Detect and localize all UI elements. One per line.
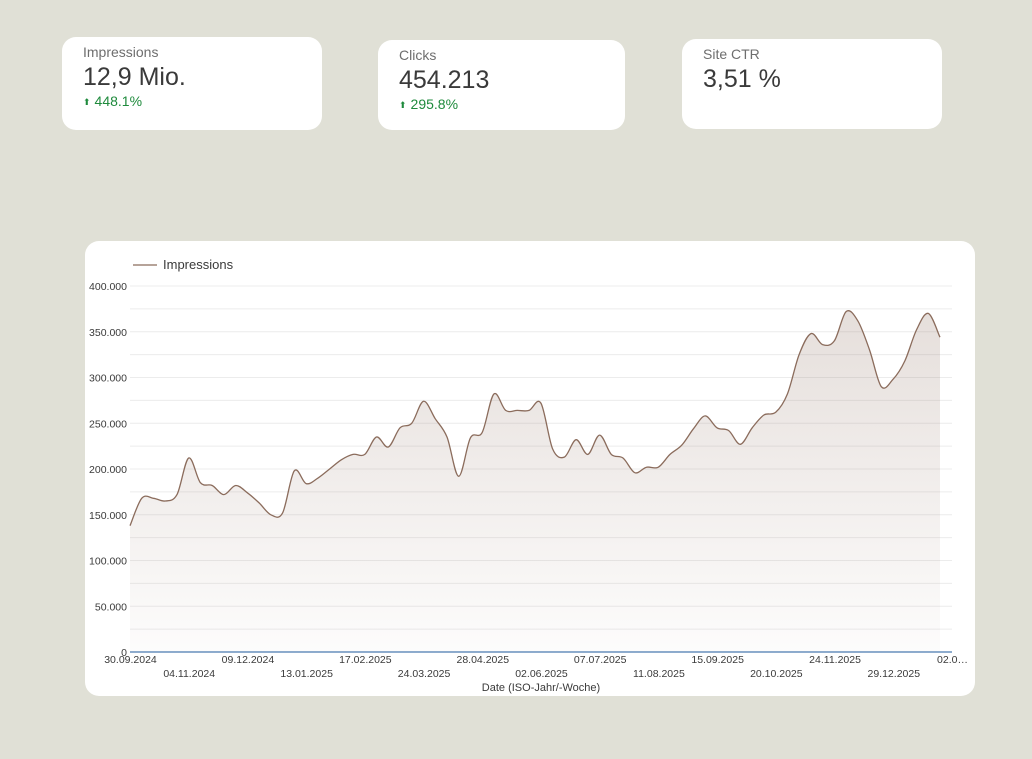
x-tick-label: 07.07.2025	[574, 654, 627, 666]
kpi-value: 3,51 %	[703, 65, 781, 93]
impressions-chart: 0 50.000 100.000 150.000 200.000 250.000 300.0…	[89, 257, 968, 694]
y-tick-label: 0	[121, 647, 127, 659]
kpi-label: Impressions	[83, 44, 159, 60]
x-tick-label: 04.11.2024	[163, 668, 215, 680]
y-axis-ticks: 0 50.000 100.000 150.000 200.000 250.000 300.0…	[89, 281, 127, 659]
kpi-delta-value: 295.8%	[410, 96, 459, 112]
kpi-card-impressions: Impressions 12,9 Mio. ⬆ 448.1%	[62, 37, 322, 130]
arrow-up-icon: ⬆	[83, 97, 91, 107]
y-tick-label: 400.000	[89, 281, 127, 293]
kpi-label: Clicks	[399, 47, 437, 63]
kpi-delta: ⬆ 295.8%	[399, 96, 604, 115]
x-tick-label: 13.01.2025	[280, 668, 333, 680]
x-tick-label: 29.12.2025	[868, 668, 921, 680]
x-tick-label: 11.08.2025	[633, 668, 685, 680]
x-tick-label: 02.06.2025	[515, 668, 568, 680]
y-tick-label: 350.000	[89, 327, 127, 339]
x-tick-label: 20.10.2025	[750, 668, 803, 680]
kpi-card-ctr: Site CTR 3,51 %	[682, 39, 942, 129]
kpi-value: 12,9 Mio.	[83, 63, 186, 91]
y-tick-label: 100.000	[89, 556, 127, 568]
kpi-card-clicks: Clicks 454.213 ⬆ 295.8%	[378, 40, 625, 130]
kpi-delta: ⬆ 448.1%	[83, 93, 301, 112]
y-tick-label: 250.000	[89, 418, 127, 430]
kpi-label: Site CTR	[703, 46, 760, 62]
y-tick-label: 150.000	[89, 510, 127, 522]
x-tick-label: 24.03.2025	[398, 668, 451, 680]
y-tick-label: 200.000	[89, 464, 127, 476]
legend[interactable]: Impressions	[133, 257, 234, 272]
y-tick-label: 300.000	[89, 373, 127, 385]
kpi-delta-value: 448.1%	[94, 93, 143, 109]
impressions-chart-card: 0 50.000 100.000 150.000 200.000 250.000 300.0…	[85, 241, 975, 696]
arrow-up-icon: ⬆	[399, 100, 407, 110]
x-tick-label: 09.12.2024	[222, 654, 275, 666]
x-tick-label: 28.04.2025	[457, 654, 510, 666]
y-tick-label: 50.000	[95, 601, 127, 613]
x-tick-label: 17.02.2025	[339, 654, 392, 666]
x-axis-title: Date (ISO-Jahr/-Woche)	[482, 682, 600, 694]
kpi-value: 454.213	[399, 66, 490, 94]
x-tick-label: 15.09.2025	[691, 654, 744, 666]
impressions-series-line[interactable]	[129, 310, 941, 526]
legend-label-impressions: Impressions	[163, 257, 234, 272]
x-tick-label: 30.09.2024	[104, 654, 157, 666]
x-axis-ticks: 30.09.2024 04.11.2024 09.12.2024 13.01.2025…	[104, 654, 968, 680]
impressions-area	[130, 310, 940, 652]
x-tick-label: 24.11.2025	[809, 654, 861, 666]
x-tick-label: 02.0…	[937, 654, 968, 666]
